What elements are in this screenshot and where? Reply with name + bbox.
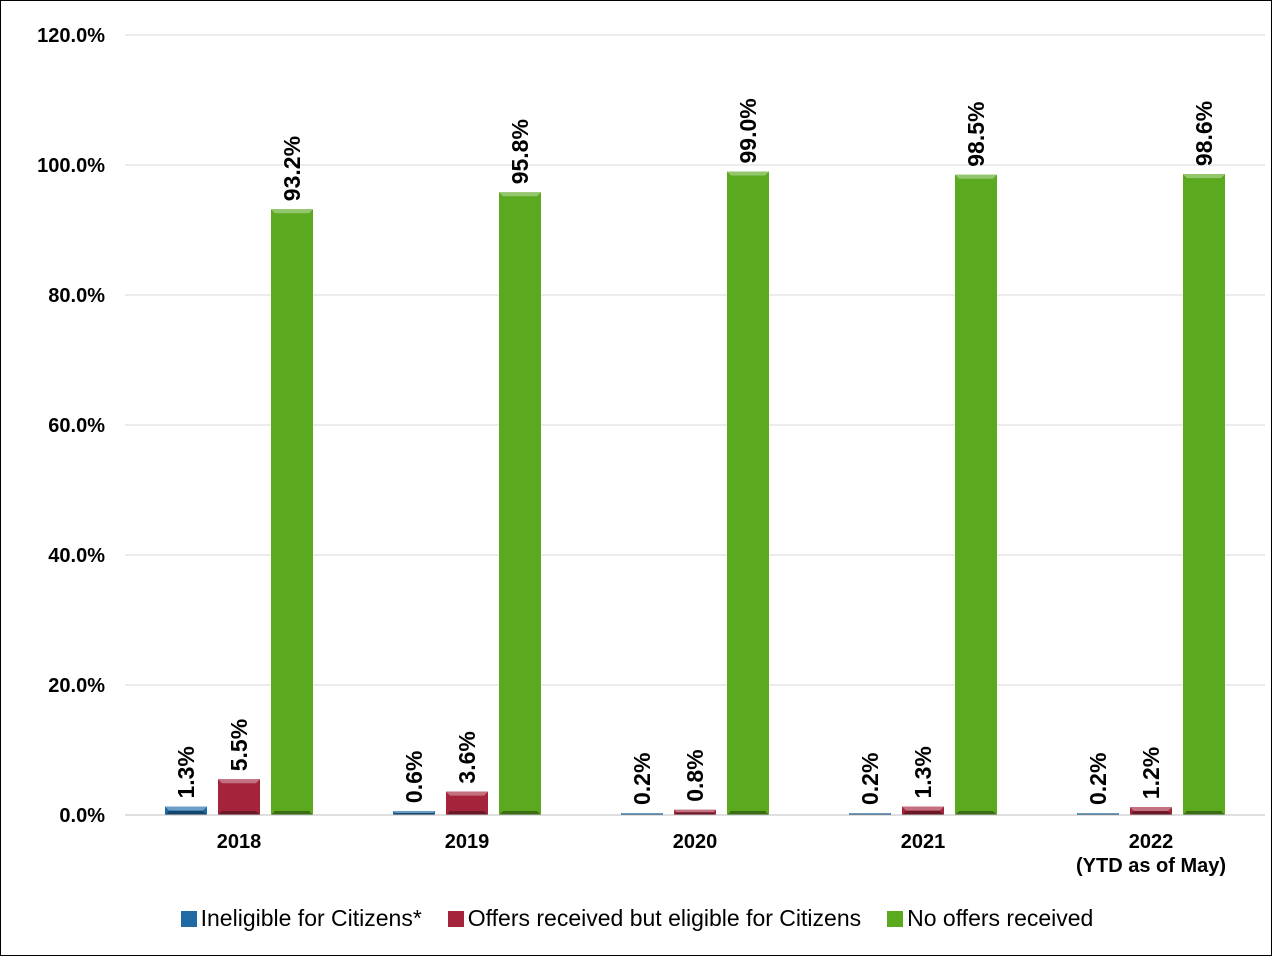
data-label: 95.8% (507, 119, 533, 184)
bar (902, 806, 944, 815)
bar-bottom-bevel (727, 811, 769, 815)
bar-top-bevel (1130, 807, 1172, 812)
bar-top-bevel (271, 209, 313, 214)
x-tick-label: 2022 (1129, 831, 1174, 853)
bar-top-bevel (446, 791, 488, 796)
bar (1183, 174, 1225, 816)
bar (727, 171, 769, 815)
bar-top-bevel (1077, 813, 1119, 814)
legend-item: Offers received but eligible for Citizen… (447, 905, 862, 932)
y-tick-label: 60.0% (48, 415, 105, 437)
data-label: 0.2% (629, 753, 655, 805)
legend-item: No offers received (887, 905, 1093, 932)
bar-top-bevel (165, 806, 207, 811)
data-label: 98.6% (1191, 101, 1217, 166)
data-label: 1.2% (1138, 747, 1164, 799)
bar-top-bevel (393, 811, 435, 814)
data-label: 0.2% (857, 753, 883, 805)
bar-bottom-bevel (446, 811, 488, 815)
bar-bottom-bevel (1130, 811, 1172, 815)
bar-top-bevel (621, 813, 663, 814)
bar-top-bevel (674, 809, 716, 813)
legend-label: Offers received but eligible for Citizen… (467, 905, 862, 931)
y-tick-label: 120.0% (37, 25, 105, 47)
y-tick-label: 20.0% (48, 675, 105, 697)
x-tick-label: 2020 (673, 831, 718, 853)
bar-bottom-bevel (165, 811, 207, 815)
data-label: 0.2% (1085, 753, 1111, 805)
bar-top-bevel (218, 779, 260, 784)
bar-top-bevel (955, 174, 997, 179)
bar (499, 192, 541, 816)
y-tick-label: 100.0% (37, 155, 105, 177)
bar-bottom-bevel (902, 811, 944, 815)
x-tick-label: 2019 (445, 831, 490, 853)
y-tick-label: 40.0% (48, 545, 105, 567)
x-tick-label: (YTD as of May) (1076, 855, 1226, 877)
bar-bottom-bevel (271, 811, 313, 815)
bar (271, 209, 313, 815)
bar (955, 174, 997, 815)
bar (446, 791, 488, 815)
bar-bottom-bevel (499, 811, 541, 815)
bar-bottom-bevel (218, 811, 260, 815)
legend-item: Ineligible for Citizens* (180, 905, 422, 932)
data-label: 1.3% (173, 746, 199, 798)
bar (218, 779, 260, 815)
legend-swatch (180, 910, 197, 927)
bar-bottom-bevel (1183, 811, 1225, 815)
bar-top-bevel (902, 806, 944, 811)
bar-chart: 0.0% 20.0% 40.0% 60.0% 80.0% 100.0% 120.0% 1.3%… (37, 25, 1265, 877)
legend: Ineligible for Citizens* Offers received … (0, 905, 1274, 932)
data-label: 98.5% (963, 102, 989, 167)
x-tick-label: 2018 (217, 831, 262, 853)
data-label: 0.8% (682, 749, 708, 801)
bar-top-bevel (499, 192, 541, 197)
data-label: 99.0% (735, 98, 761, 163)
bar-bottom-bevel (955, 811, 997, 815)
data-label: 0.6% (401, 751, 427, 803)
bar-bottom-bevel (674, 812, 716, 815)
data-label: 1.3% (910, 746, 936, 798)
y-tick-label: 80.0% (48, 285, 105, 307)
data-label: 5.5% (226, 719, 252, 771)
data-label: 93.2% (279, 136, 305, 201)
legend-swatch (447, 910, 464, 927)
bar-top-bevel (727, 171, 769, 176)
bar-top-bevel (1183, 174, 1225, 179)
legend-label: No offers received (907, 905, 1094, 931)
y-tick-label: 0.0% (59, 805, 105, 827)
bar-top-bevel (849, 813, 891, 814)
x-tick-label: 2021 (901, 831, 946, 853)
data-label: 3.6% (454, 731, 480, 783)
legend-label: Ineligible for Citizens* (200, 905, 422, 931)
legend-swatch (887, 910, 904, 927)
bar (165, 806, 207, 815)
